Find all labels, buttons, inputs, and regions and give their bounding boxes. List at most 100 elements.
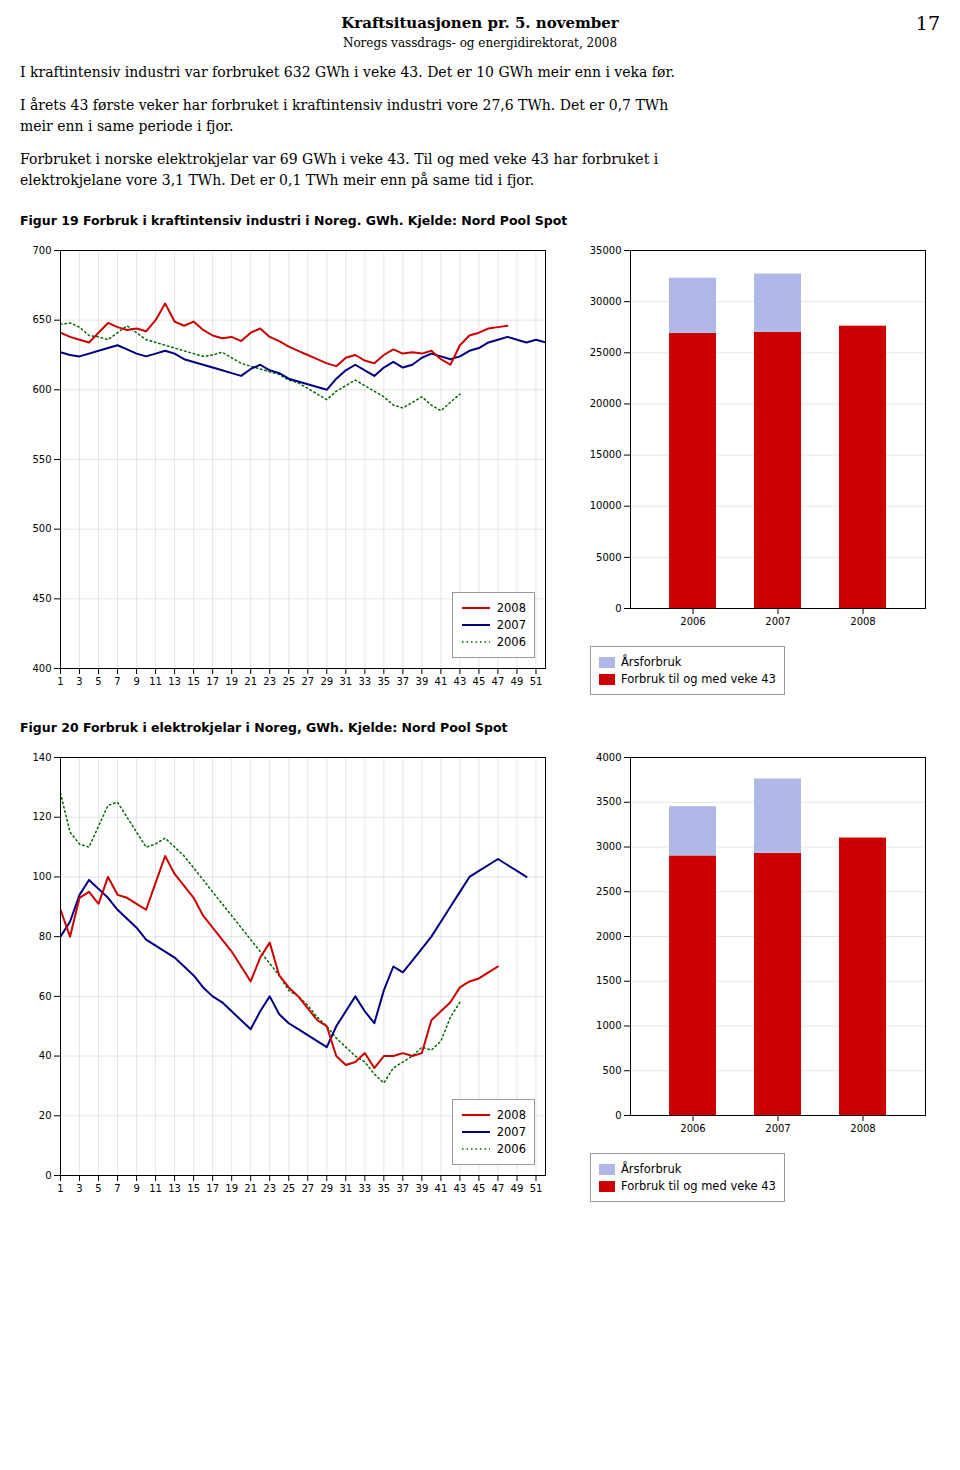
- svg-text:2008: 2008: [850, 1123, 875, 1134]
- svg-text:45: 45: [473, 1183, 486, 1194]
- svg-text:39: 39: [416, 676, 429, 687]
- svg-text:450: 450: [32, 593, 51, 604]
- svg-text:1500: 1500: [596, 975, 621, 986]
- svg-text:400: 400: [32, 663, 51, 674]
- svg-text:49: 49: [511, 676, 524, 687]
- svg-text:2007: 2007: [765, 616, 790, 627]
- svg-text:11: 11: [149, 1183, 162, 1194]
- svg-text:19: 19: [225, 1183, 238, 1194]
- svg-text:2000: 2000: [596, 931, 621, 942]
- svg-text:20: 20: [39, 1110, 52, 1121]
- svg-text:43: 43: [454, 1183, 467, 1194]
- svg-text:550: 550: [32, 454, 51, 465]
- svg-text:3: 3: [76, 676, 82, 687]
- svg-text:15000: 15000: [590, 449, 622, 460]
- svg-text:3000: 3000: [596, 841, 621, 852]
- svg-text:3: 3: [76, 1183, 82, 1194]
- svg-text:15: 15: [187, 676, 200, 687]
- svg-text:0: 0: [45, 1170, 51, 1181]
- svg-text:9: 9: [133, 676, 139, 687]
- svg-text:47: 47: [492, 1183, 505, 1194]
- svg-text:23: 23: [263, 1183, 276, 1194]
- svg-text:2500: 2500: [596, 886, 621, 897]
- svg-text:33: 33: [358, 1183, 371, 1194]
- svg-text:25000: 25000: [590, 347, 622, 358]
- svg-text:11: 11: [149, 676, 162, 687]
- svg-text:700: 700: [32, 245, 51, 256]
- svg-text:500: 500: [602, 1065, 621, 1076]
- html-text:Figur 20 Forbruk i elektrokjel: Figur 20 Forbruk i elektrokjelar i Noreg…: [20, 720, 508, 735]
- svg-text:43: 43: [454, 676, 467, 687]
- svg-text:15: 15: [187, 1183, 200, 1194]
- svg-text:21: 21: [244, 676, 257, 687]
- svg-text:35: 35: [377, 676, 390, 687]
- svg-text:5: 5: [95, 1183, 101, 1194]
- svg-text:140: 140: [32, 752, 51, 763]
- html-text:I kraftintensiv industri var f: I kraftintensiv industri var forbruket 6…: [20, 64, 675, 80]
- svg-text:49: 49: [511, 1183, 524, 1194]
- svg-text:1: 1: [57, 1183, 63, 1194]
- html-text:I årets 43 første veker har fo: I årets 43 første veker har forbruket i …: [20, 97, 669, 113]
- svg-text:27: 27: [301, 676, 314, 687]
- svg-text:2007: 2007: [765, 1123, 790, 1134]
- svg-text:2006: 2006: [680, 616, 705, 627]
- svg-text:30000: 30000: [590, 296, 622, 307]
- svg-text:20000: 20000: [590, 398, 622, 409]
- svg-text:41: 41: [435, 676, 448, 687]
- svg-text:45: 45: [473, 676, 486, 687]
- svg-text:2006: 2006: [680, 1123, 705, 1134]
- html-text:Kraftsituasjonen pr. 5. novemb: Kraftsituasjonen pr. 5. november: [341, 14, 619, 32]
- svg-text:3500: 3500: [596, 796, 621, 807]
- svg-text:600: 600: [32, 384, 51, 395]
- html-text:Forbruket i norske elektrokjel: Forbruket i norske elektrokjelar var 69 …: [20, 151, 659, 167]
- svg-text:25: 25: [282, 1183, 295, 1194]
- svg-text:5: 5: [95, 676, 101, 687]
- svg-text:0: 0: [615, 1110, 621, 1121]
- svg-text:23: 23: [263, 676, 276, 687]
- html-text:meir enn i same periode i fjor: meir enn i same periode i fjor.: [20, 118, 234, 134]
- svg-text:60: 60: [39, 991, 52, 1002]
- svg-text:13: 13: [168, 1183, 181, 1194]
- svg-text:2008: 2008: [850, 616, 875, 627]
- svg-text:4000: 4000: [596, 752, 621, 763]
- svg-text:25: 25: [282, 676, 295, 687]
- html-text:elektrokjelane vore 3,1 TWh. D: elektrokjelane vore 3,1 TWh. Det er 0,1 …: [20, 172, 535, 188]
- svg-text:650: 650: [32, 314, 51, 325]
- svg-text:17: 17: [206, 1183, 219, 1194]
- svg-text:0: 0: [615, 603, 621, 614]
- svg-text:120: 120: [32, 811, 51, 822]
- svg-text:29: 29: [320, 1183, 333, 1194]
- svg-text:47: 47: [492, 676, 505, 687]
- svg-text:10000: 10000: [590, 500, 622, 511]
- svg-text:41: 41: [435, 1183, 448, 1194]
- svg-text:19: 19: [225, 676, 238, 687]
- svg-text:35: 35: [377, 1183, 390, 1194]
- svg-text:27: 27: [301, 1183, 314, 1194]
- svg-text:1000: 1000: [596, 1020, 621, 1031]
- svg-text:40: 40: [39, 1050, 52, 1061]
- svg-text:100: 100: [32, 871, 51, 882]
- svg-text:51: 51: [530, 1183, 543, 1194]
- svg-text:51: 51: [530, 676, 543, 687]
- svg-text:80: 80: [39, 931, 52, 942]
- svg-text:39: 39: [416, 1183, 429, 1194]
- svg-text:31: 31: [339, 676, 352, 687]
- svg-text:37: 37: [396, 1183, 409, 1194]
- html-text:Figur 19 Forbruk i kraftintens: Figur 19 Forbruk i kraftintensiv industr…: [20, 213, 568, 228]
- svg-text:7: 7: [114, 1183, 120, 1194]
- svg-text:9: 9: [133, 1183, 139, 1194]
- svg-text:7: 7: [114, 676, 120, 687]
- svg-text:31: 31: [339, 1183, 352, 1194]
- svg-text:1: 1: [57, 676, 63, 687]
- svg-text:33: 33: [358, 676, 371, 687]
- svg-text:17: 17: [206, 676, 219, 687]
- svg-text:500: 500: [32, 523, 51, 534]
- html-text:17: 17: [915, 12, 940, 34]
- svg-text:37: 37: [396, 676, 409, 687]
- svg-text:29: 29: [320, 676, 333, 687]
- svg-text:35000: 35000: [590, 245, 622, 256]
- svg-text:13: 13: [168, 676, 181, 687]
- svg-text:21: 21: [244, 1183, 257, 1194]
- svg-text:5000: 5000: [596, 552, 621, 563]
- html-text:Noregs vassdrags- og energidir: Noregs vassdrags- og energidirektorat, 2…: [342, 36, 618, 50]
